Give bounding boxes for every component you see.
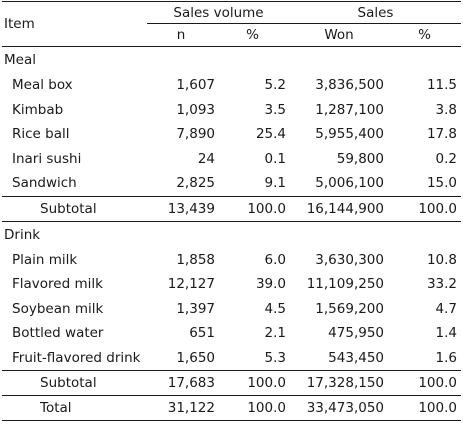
sales-percent: 11.5 — [426, 77, 457, 94]
sales-won: 1,569,200 — [315, 300, 384, 317]
total-label: Total — [2, 395, 147, 421]
table-row: Fruit-flavored drink 1,650 5.3 543,450 1… — [2, 346, 461, 371]
item-name: Flavored milk — [12, 276, 103, 293]
item-name: Plain milk — [12, 251, 78, 268]
volume-percent: 100.0 — [215, 195, 290, 222]
item-name: Sandwich — [12, 175, 77, 192]
category-label: Drink — [4, 226, 41, 243]
volume-percent: 6.0 — [264, 251, 286, 268]
sales-won: 17,328,150 — [290, 370, 388, 396]
volume-percent: 100.0 — [215, 370, 290, 396]
volume-n: 13,439 — [147, 195, 215, 222]
n-header: n — [147, 23, 215, 47]
volume-percent: 25.4 — [255, 126, 286, 143]
volume-percent: 9.1 — [264, 175, 286, 192]
sales-won: 543,450 — [328, 349, 384, 366]
table-row: Sandwich 2,825 9.1 5,006,100 15.0 — [2, 171, 461, 196]
item-name: Inari sushi — [12, 150, 82, 167]
sales-won: 16,144,900 — [290, 195, 388, 222]
sales-won: 11,109,250 — [306, 276, 384, 293]
sales-percent: 100.0 — [388, 370, 461, 396]
volume-n: 1,397 — [176, 300, 215, 317]
sales-percent-header: % — [388, 23, 461, 47]
category-row-meal: Meal — [2, 47, 461, 74]
volume-n: 1,858 — [176, 251, 215, 268]
sales-percent: 3.8 — [435, 101, 457, 118]
item-name: Bottled water — [12, 325, 104, 342]
volume-n: 651 — [189, 325, 215, 342]
sales-volume-header: Sales volume — [147, 1, 290, 24]
table-row: Plain milk 1,858 6.0 3,630,300 10.8 — [2, 248, 461, 273]
volume-percent-header: % — [215, 23, 290, 47]
item-name: Rice ball — [12, 126, 70, 143]
subtotal-row-drink: Subtotal 17,683 100.0 17,328,150 100.0 — [2, 370, 461, 396]
volume-n: 7,890 — [176, 126, 215, 143]
volume-percent: 39.0 — [255, 276, 286, 293]
volume-percent: 5.2 — [264, 77, 286, 94]
table-row: Inari sushi 24 0.1 59,800 0.2 — [2, 147, 461, 172]
sales-won: 5,955,400 — [315, 126, 384, 143]
volume-n: 1,650 — [176, 349, 215, 366]
sales-percent: 17.8 — [426, 126, 457, 143]
volume-n: 1,607 — [176, 77, 215, 94]
volume-n: 17,683 — [147, 370, 215, 396]
table-row: Flavored milk 12,127 39.0 11,109,250 33.… — [2, 272, 461, 297]
sales-percent: 0.2 — [435, 150, 457, 167]
sales-percent: 15.0 — [426, 175, 457, 192]
item-name: Kimbab — [12, 101, 64, 118]
volume-percent: 3.5 — [264, 101, 286, 118]
header-row-2: n % Won % — [2, 23, 461, 47]
sales-percent: 33.2 — [426, 276, 457, 293]
subtotal-label: Subtotal — [2, 370, 147, 396]
table-row: Kimbab 1,093 3.5 1,287,100 3.8 — [2, 98, 461, 123]
sales-table: Item Sales volume Sales n % Won % Meal M… — [2, 1, 461, 421]
sales-won: 3,630,300 — [315, 251, 384, 268]
sales-won: 3,836,500 — [315, 77, 384, 94]
sales-won: 59,800 — [336, 150, 384, 167]
sales-percent: 100.0 — [388, 195, 461, 222]
sales-percent: 1.4 — [435, 325, 457, 342]
sales-percent: 1.6 — [435, 349, 457, 366]
won-header: Won — [290, 23, 388, 47]
sales-percent: 4.7 — [435, 300, 457, 317]
header-row-1: Item Sales volume Sales — [2, 1, 461, 47]
table-row: Rice ball 7,890 25.4 5,955,400 17.8 — [2, 122, 461, 147]
volume-percent: 0.1 — [264, 150, 286, 167]
item-header: Item — [2, 1, 147, 47]
sales-header: Sales — [290, 1, 461, 24]
subtotal-label: Subtotal — [2, 195, 147, 222]
volume-n: 31,122 — [147, 395, 215, 421]
volume-percent: 100.0 — [215, 395, 290, 421]
item-name: Meal box — [12, 77, 73, 94]
table-row: Soybean milk 1,397 4.5 1,569,200 4.7 — [2, 297, 461, 322]
sales-won: 475,950 — [328, 325, 384, 342]
sales-percent: 100.0 — [388, 395, 461, 421]
table-row: Bottled water 651 2.1 475,950 1.4 — [2, 321, 461, 346]
category-row-drink: Drink — [2, 221, 461, 248]
sales-won: 1,287,100 — [315, 101, 384, 118]
sales-won: 33,473,050 — [290, 395, 388, 421]
subtotal-row-meal: Subtotal 13,439 100.0 16,144,900 100.0 — [2, 195, 461, 222]
item-name: Soybean milk — [12, 300, 104, 317]
item-name: Fruit-flavored drink — [12, 349, 141, 366]
sales-won: 5,006,100 — [315, 175, 384, 192]
volume-percent: 4.5 — [264, 300, 286, 317]
total-row: Total 31,122 100.0 33,473,050 100.0 — [2, 395, 461, 421]
table-row: Meal box 1,607 5.2 3,836,500 11.5 — [2, 73, 461, 98]
volume-n: 1,093 — [176, 101, 215, 118]
volume-n: 12,127 — [167, 276, 215, 293]
volume-percent: 2.1 — [264, 325, 286, 342]
category-label: Meal — [4, 52, 36, 68]
volume-percent: 5.3 — [264, 349, 286, 366]
volume-n: 24 — [197, 150, 215, 167]
volume-n: 2,825 — [176, 175, 215, 192]
sales-percent: 10.8 — [426, 251, 457, 268]
